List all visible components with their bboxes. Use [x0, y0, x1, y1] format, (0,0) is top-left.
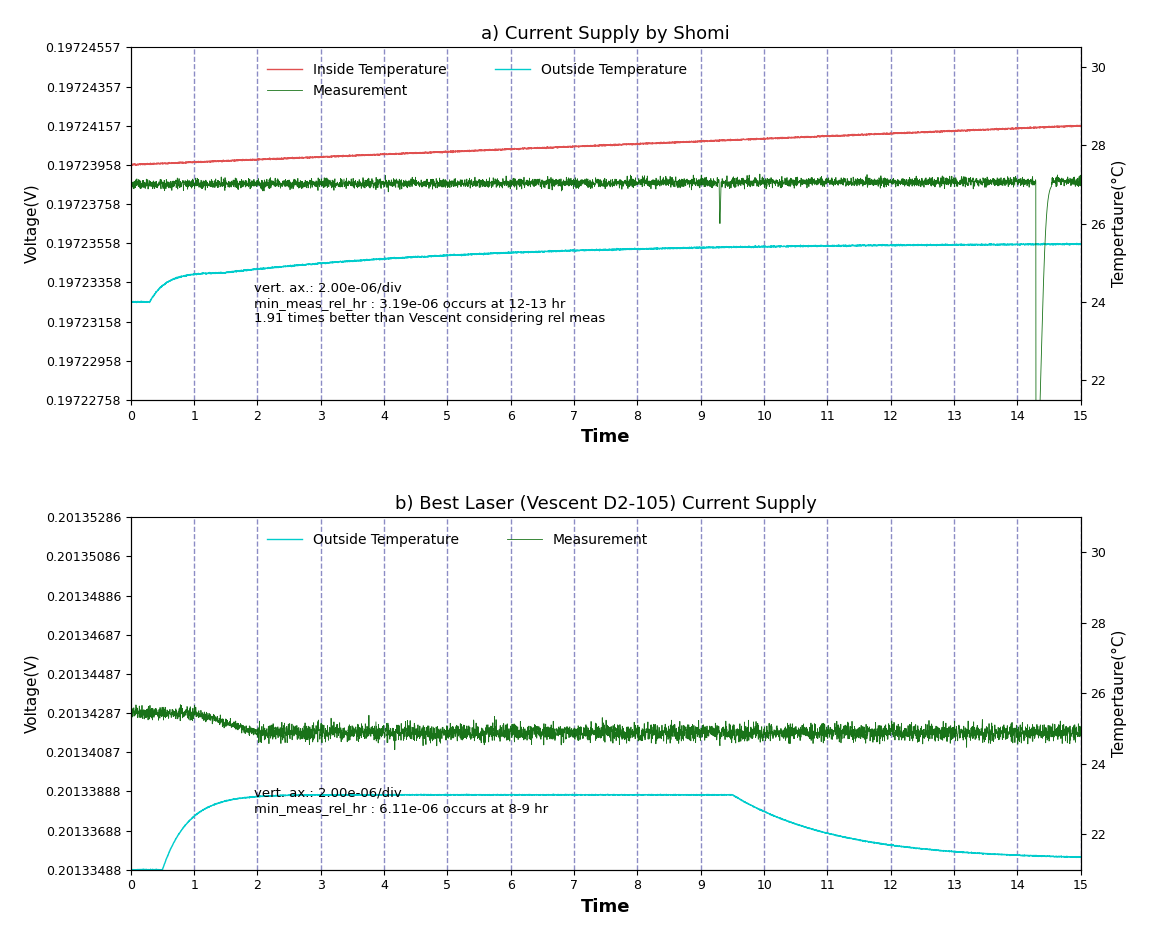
- Measurement: [296, 730, 310, 742]
- Measurement: [905, 726, 919, 737]
- Outside Temperature: [833, 831, 847, 842]
- Measurement: [833, 174, 847, 185]
- Outside Temperature: [694, 242, 707, 253]
- Title: a) Current Supply by Shomi: a) Current Supply by Shomi: [482, 25, 730, 43]
- Outside Temperature: [833, 240, 847, 251]
- Measurement: [1074, 177, 1087, 188]
- Outside Temperature: [742, 799, 756, 810]
- Inside Temperature: [833, 130, 847, 141]
- Measurement: [487, 726, 501, 738]
- Measurement: [174, 699, 188, 710]
- Measurement: [124, 182, 138, 193]
- Y-axis label: Voltage(V): Voltage(V): [25, 654, 40, 733]
- Outside Temperature: [1074, 852, 1087, 863]
- Inside Temperature: [124, 159, 138, 170]
- X-axis label: Time: Time: [581, 898, 630, 916]
- Y-axis label: Tempertaure(°C): Tempertaure(°C): [1112, 160, 1127, 287]
- Outside Temperature: [905, 239, 919, 250]
- Outside Temperature: [487, 789, 501, 801]
- Outside Temperature: [1074, 238, 1087, 249]
- Line: Outside Temperature: Outside Temperature: [131, 243, 1081, 303]
- Outside Temperature: [546, 789, 560, 800]
- Text: vert. ax.: 2.00e-06/div
min_meas_rel_hr : 6.11e-06 occurs at 8-9 hr: vert. ax.: 2.00e-06/div min_meas_rel_hr …: [255, 787, 548, 815]
- Measurement: [388, 744, 402, 756]
- Inside Temperature: [694, 136, 707, 148]
- Legend: Outside Temperature, Measurement: Outside Temperature, Measurement: [262, 528, 654, 552]
- Outside Temperature: [296, 260, 310, 271]
- Title: b) Best Laser (Vescent D2-105) Current Supply: b) Best Laser (Vescent D2-105) Current S…: [395, 495, 817, 513]
- Measurement: [487, 179, 501, 190]
- Measurement: [296, 180, 310, 191]
- Inside Temperature: [296, 152, 310, 163]
- Inside Temperature: [1070, 120, 1084, 131]
- Measurement: [742, 177, 756, 188]
- Inside Temperature: [905, 127, 919, 138]
- Inside Temperature: [487, 144, 501, 155]
- Measurement: [1030, 465, 1044, 476]
- Measurement: [753, 168, 767, 180]
- Outside Temperature: [1060, 237, 1074, 248]
- Line: Measurement: Measurement: [131, 174, 1081, 470]
- Measurement: [833, 725, 847, 736]
- Line: Inside Temperature: Inside Temperature: [131, 125, 1081, 166]
- Inside Temperature: [126, 160, 139, 171]
- Outside Temperature: [487, 247, 501, 259]
- Measurement: [694, 726, 707, 738]
- Legend: Inside Temperature, Measurement, Outside Temperature: Inside Temperature, Measurement, Outside…: [262, 57, 692, 104]
- Measurement: [905, 181, 919, 192]
- Inside Temperature: [1074, 120, 1087, 132]
- Outside Temperature: [296, 789, 310, 801]
- Line: Outside Temperature: Outside Temperature: [131, 794, 1081, 870]
- Measurement: [1074, 727, 1087, 739]
- X-axis label: Time: Time: [581, 428, 630, 446]
- Outside Temperature: [129, 297, 143, 309]
- Measurement: [694, 173, 707, 184]
- Outside Temperature: [124, 296, 138, 308]
- Text: vert. ax.: 2.00e-06/div
min_meas_rel_hr : 3.19e-06 occurs at 12-13 hr
1.91 times: vert. ax.: 2.00e-06/div min_meas_rel_hr …: [255, 281, 606, 325]
- Outside Temperature: [124, 864, 138, 875]
- Outside Temperature: [742, 240, 756, 251]
- Outside Temperature: [905, 842, 919, 853]
- Measurement: [742, 726, 756, 738]
- Outside Temperature: [154, 865, 168, 876]
- Inside Temperature: [742, 135, 756, 146]
- Line: Measurement: Measurement: [131, 705, 1081, 750]
- Measurement: [124, 708, 138, 719]
- Y-axis label: Tempertaure(°C): Tempertaure(°C): [1112, 630, 1127, 758]
- Y-axis label: Voltage(V): Voltage(V): [25, 183, 40, 263]
- Outside Temperature: [694, 789, 707, 801]
